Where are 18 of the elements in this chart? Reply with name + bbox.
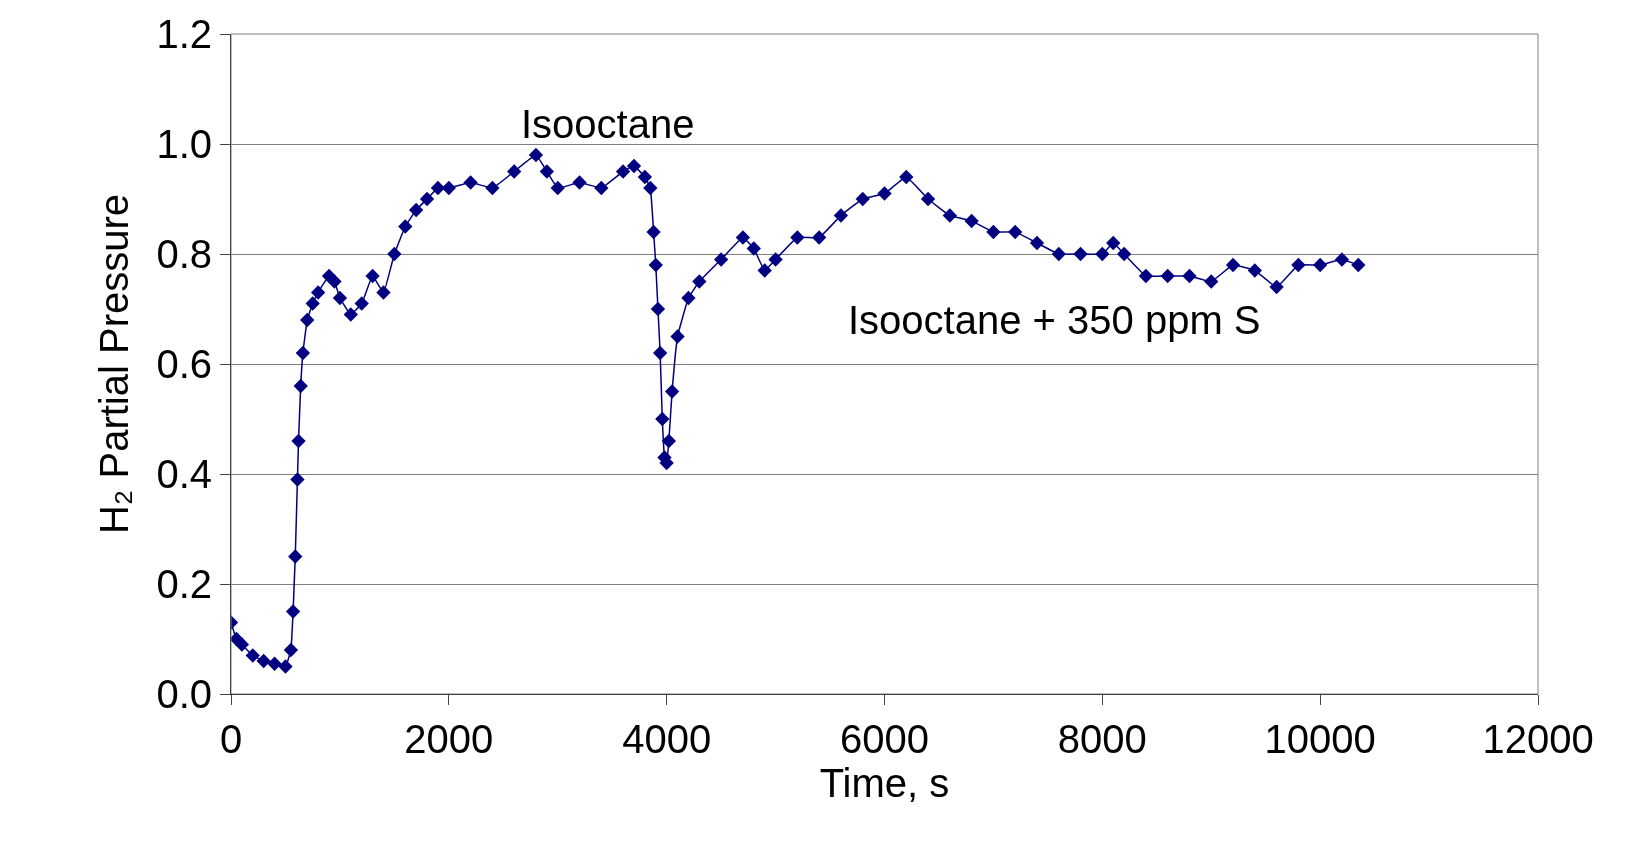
y-tick-label: 1.2: [156, 12, 212, 56]
y-tick-label: 0.0: [156, 672, 212, 716]
x-tick-label: 2000: [404, 717, 494, 761]
y-tick-label: 0.6: [156, 342, 212, 386]
x-axis-title: Time, s: [819, 761, 950, 805]
annotation: Isooctane + 350 ppm S: [848, 298, 1261, 342]
x-tick-label: 12000: [1482, 717, 1594, 761]
x-tick-label: 8000: [1057, 717, 1147, 761]
x-tick-label: 10000: [1264, 717, 1376, 761]
annotation: Isooctane: [521, 102, 695, 146]
x-tick-label: 0: [219, 717, 243, 761]
y-tick-label: 0.8: [156, 232, 212, 276]
y-axis-title: H₂ Partial Pressure: [91, 193, 136, 535]
y-tick-label: 0.4: [156, 452, 212, 496]
y-tick-label: 0.2: [156, 562, 212, 606]
x-tick-label: 6000: [840, 717, 929, 761]
y-tick-label: 1.0: [156, 122, 212, 166]
x-tick-label: 4000: [622, 717, 712, 761]
